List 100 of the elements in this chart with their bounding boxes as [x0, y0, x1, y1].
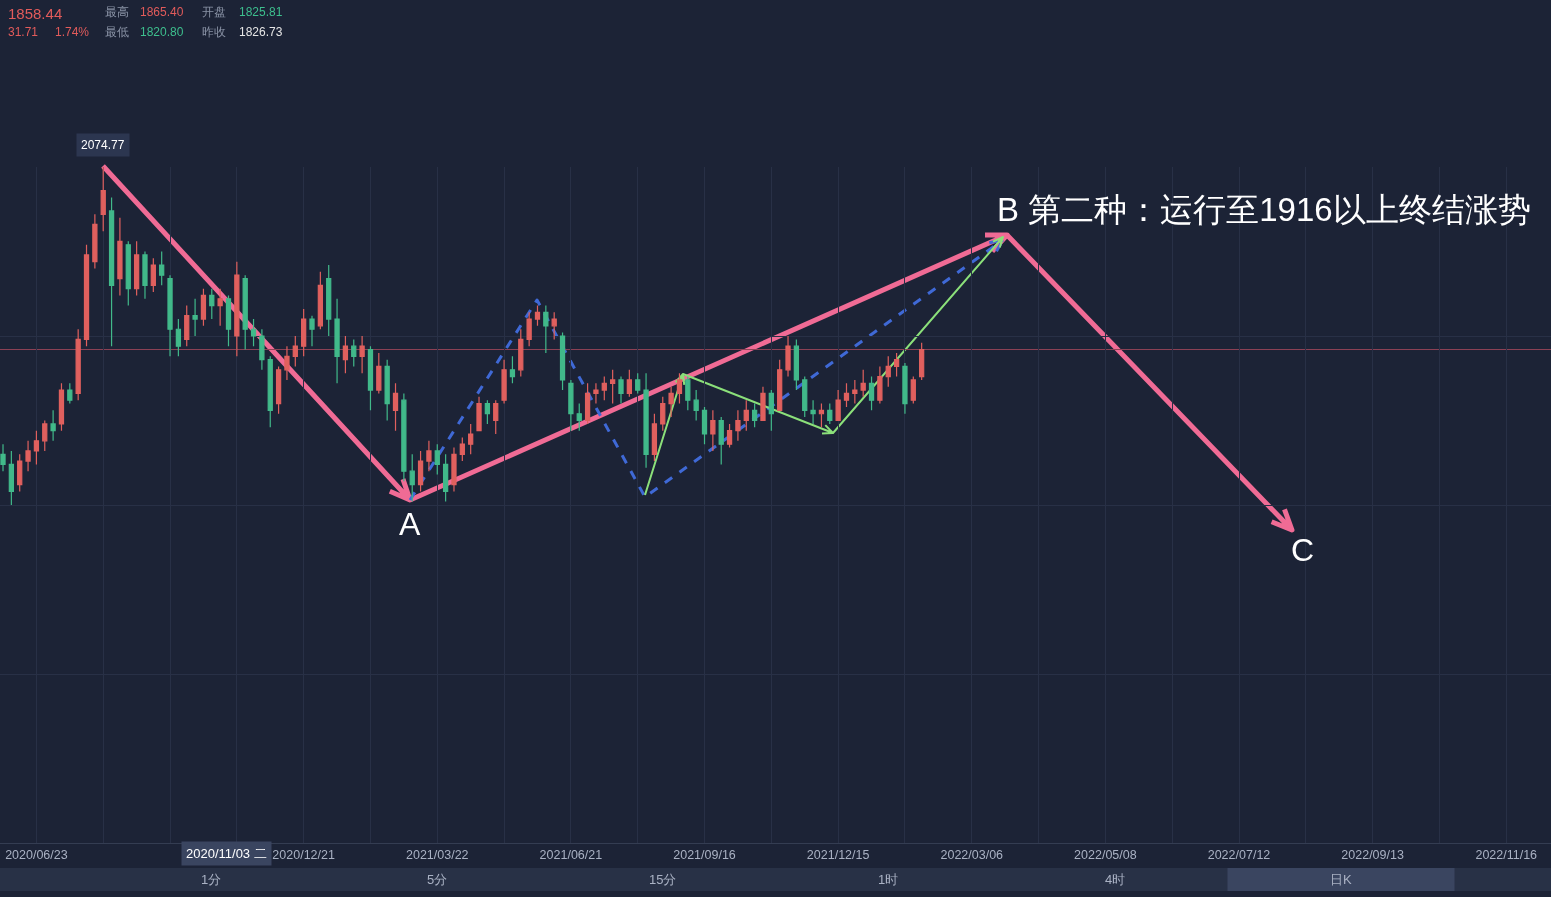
candlestick — [701, 406, 708, 445]
candlestick — [125, 240, 131, 307]
x-tick-label: 2021/09/16 — [673, 848, 736, 862]
candlestick — [710, 409, 716, 452]
candlestick — [192, 298, 198, 337]
candlestick — [17, 453, 23, 493]
candlestick — [877, 365, 883, 405]
candlestick — [225, 294, 232, 347]
candlestick — [217, 288, 223, 327]
candlestick — [25, 440, 31, 472]
candlestick — [267, 355, 273, 428]
candlestick — [284, 345, 290, 381]
candlestick — [651, 413, 658, 462]
candlestick — [726, 423, 733, 449]
candlestick — [117, 217, 123, 297]
candlestick — [626, 369, 632, 398]
candlestick — [852, 379, 858, 405]
candlestick — [42, 419, 48, 452]
candlestick — [777, 359, 783, 411]
candlestick — [83, 244, 90, 347]
text: 1858.44 — [8, 5, 63, 22]
candlestick — [860, 369, 866, 398]
text: 1时 — [878, 872, 899, 887]
candlestick — [0, 443, 6, 472]
text: 1825.81 — [239, 5, 283, 19]
text: 1826.73 — [239, 25, 283, 39]
candlestick — [568, 379, 574, 432]
x-tick-label: 2021/06/21 — [539, 848, 603, 862]
text: C — [1291, 532, 1315, 568]
candlestick — [518, 328, 524, 378]
annotation: 2074.77 — [81, 138, 125, 152]
candlestick — [33, 430, 40, 466]
text: 2020/11/03 二 — [186, 846, 267, 861]
x-tick-label: 2022/05/08 — [1074, 848, 1137, 862]
candlestick — [868, 375, 875, 411]
text: 1820.80 — [140, 25, 184, 39]
candlestick — [250, 318, 257, 347]
candlestick — [484, 399, 491, 425]
text: 昨收 — [202, 25, 226, 39]
candlestick — [643, 372, 649, 469]
candlestick — [459, 436, 465, 462]
candlestick — [92, 213, 98, 269]
candlestick — [827, 403, 833, 425]
x-tick-label: 2022/07/12 — [1207, 848, 1271, 862]
candlestick — [660, 396, 666, 432]
candlestick — [451, 446, 457, 493]
candlestick — [426, 440, 432, 472]
annotation: A — [399, 506, 421, 542]
candlestick — [468, 423, 474, 455]
candlestick — [885, 355, 891, 388]
text: 4时 — [1105, 872, 1126, 887]
candlestick — [417, 450, 424, 493]
text: 最低 — [105, 25, 129, 39]
candlestick — [259, 328, 265, 371]
candlestick — [351, 338, 357, 368]
candlestick — [735, 409, 741, 442]
candlestick — [919, 342, 925, 381]
candlestick — [810, 399, 816, 425]
text: 最高 — [105, 5, 129, 19]
candlestick — [326, 264, 332, 337]
x-tick-label: 2020/06/23 — [5, 848, 68, 862]
x-tick-label: 2021/03/22 — [405, 848, 469, 862]
candlestick — [768, 389, 774, 432]
candlestick — [342, 335, 349, 374]
candlestick — [534, 304, 541, 327]
text: 31.71 — [8, 25, 39, 39]
candlestick — [334, 298, 340, 384]
text: 1分 — [201, 872, 222, 887]
x-tick-label: 2021/12/15 — [806, 848, 870, 862]
candlestick — [292, 335, 298, 368]
candlestick — [8, 450, 14, 506]
x-tick-label: 2020/12/21 — [272, 848, 335, 862]
candlestick — [493, 399, 499, 435]
candlestick — [476, 396, 482, 432]
candlestick — [200, 288, 207, 327]
candlestick — [576, 403, 582, 432]
candlestick — [108, 196, 115, 347]
candlestick — [184, 304, 190, 347]
candlestick — [559, 332, 566, 391]
candlestick — [159, 250, 165, 286]
text: 5分 — [427, 872, 448, 887]
candlestick — [718, 416, 724, 466]
candlestick — [584, 382, 591, 425]
candlestick — [309, 315, 315, 347]
candlestick — [676, 372, 683, 405]
candlestick — [785, 335, 791, 378]
candlestick — [685, 375, 691, 411]
candlestick — [760, 386, 766, 422]
candlestick — [743, 399, 749, 432]
candlestick — [367, 345, 374, 411]
candlestick — [501, 359, 507, 405]
text: 日K — [1330, 872, 1352, 887]
candlestick — [75, 328, 81, 401]
candlestick — [793, 338, 800, 391]
candlestick — [275, 365, 282, 415]
candlestick — [434, 443, 440, 476]
candlestick — [442, 453, 449, 503]
candlestick — [67, 382, 73, 405]
candlestick — [543, 304, 549, 354]
annotation: B 第二种：运行至1916以上终结涨势 — [997, 191, 1531, 228]
